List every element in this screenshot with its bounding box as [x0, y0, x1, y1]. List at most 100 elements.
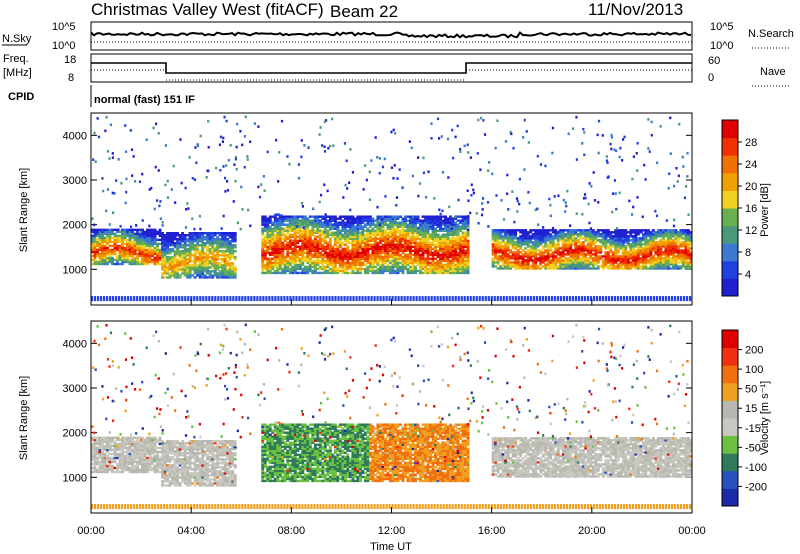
power-cell — [356, 225, 360, 228]
power-cell — [201, 256, 205, 259]
power-cell — [501, 255, 505, 258]
power-cell — [96, 228, 99, 232]
power-cell — [391, 235, 395, 238]
power-cell — [461, 251, 465, 255]
power-cell — [551, 257, 555, 260]
power-cell — [353, 259, 357, 263]
power-cell — [451, 229, 455, 232]
power-cell — [641, 247, 645, 250]
power-cell — [263, 241, 267, 245]
power-cell — [371, 231, 375, 234]
power-cell — [611, 259, 615, 262]
power-cell — [333, 257, 337, 261]
power-cell — [108, 252, 112, 256]
power-cell — [303, 227, 307, 230]
power-cell — [641, 257, 645, 260]
power-cell — [636, 237, 640, 240]
power-cell — [554, 231, 558, 234]
power-cell — [610, 133, 613, 137]
power-cell — [316, 231, 320, 234]
power-cell — [554, 259, 558, 262]
power-cell — [336, 239, 340, 242]
power-cell — [436, 221, 440, 224]
power-cell — [378, 265, 382, 269]
power-cell — [571, 255, 575, 258]
power-cell — [519, 247, 523, 250]
power-cell — [148, 224, 151, 228]
power-cell — [163, 250, 167, 253]
power-cell — [396, 177, 399, 180]
power-cell — [106, 240, 109, 244]
power-cell — [391, 269, 395, 273]
power-cell — [679, 235, 683, 238]
power-cell — [511, 190, 514, 193]
power-cell — [571, 257, 575, 260]
power-cell — [601, 267, 605, 270]
power-cell — [482, 119, 485, 122]
power-cell — [439, 253, 442, 257]
power-cell — [222, 136, 225, 140]
power-cell — [316, 215, 320, 218]
power-cell — [161, 224, 164, 227]
power-cell — [641, 259, 645, 262]
power-cell — [456, 271, 460, 275]
power-cell — [129, 129, 132, 132]
power-cell — [386, 247, 390, 251]
power-cell — [231, 250, 235, 253]
power-cell — [371, 219, 375, 222]
power-cell — [291, 271, 295, 275]
power-cell — [183, 238, 187, 241]
power-cell — [601, 243, 605, 246]
power-cell — [378, 263, 382, 267]
power-cell — [183, 246, 187, 249]
power-cell — [233, 163, 236, 166]
power-cell — [394, 259, 397, 263]
power-cell — [491, 239, 495, 242]
power-cell — [351, 253, 355, 257]
power-cell — [574, 233, 578, 236]
power-cell — [444, 269, 447, 273]
power-cell — [123, 236, 127, 240]
power-cell — [559, 251, 563, 254]
power-cell — [599, 265, 603, 268]
power-cell — [404, 235, 407, 238]
power-cell — [116, 258, 119, 262]
power-cell — [436, 271, 440, 275]
power-cell — [341, 259, 345, 263]
power-cell — [213, 264, 217, 267]
power-cell — [689, 265, 692, 268]
power-cell — [276, 253, 280, 257]
power-cell — [207, 119, 210, 123]
power-cell — [366, 265, 370, 269]
power-cell — [634, 239, 638, 242]
power-cell — [368, 215, 372, 218]
power-cell — [323, 249, 327, 253]
power-cell — [113, 240, 117, 244]
power-cell — [544, 235, 548, 238]
power-cell — [426, 253, 430, 257]
power-cell — [561, 261, 565, 264]
power-cell — [353, 227, 357, 230]
power-cell — [584, 261, 588, 264]
power-cell — [129, 225, 133, 229]
power-cell — [366, 233, 370, 236]
power-cell — [191, 240, 195, 243]
power-cell — [561, 231, 565, 234]
power-cell — [414, 227, 417, 230]
power-cell — [193, 250, 197, 253]
power-cell — [654, 233, 658, 236]
power-cell — [409, 245, 412, 249]
power-cell — [358, 233, 362, 236]
power-cell — [363, 267, 367, 271]
power-cell — [539, 241, 543, 244]
power-cell — [131, 258, 134, 262]
power-cell — [153, 248, 157, 252]
power-cell — [461, 215, 465, 218]
power-cell — [383, 255, 387, 259]
power-cell — [639, 247, 643, 250]
power-cell — [124, 124, 127, 127]
power-cell — [404, 257, 407, 261]
power-cell — [574, 265, 578, 268]
power-cell — [358, 257, 362, 261]
power-cell — [659, 229, 663, 232]
